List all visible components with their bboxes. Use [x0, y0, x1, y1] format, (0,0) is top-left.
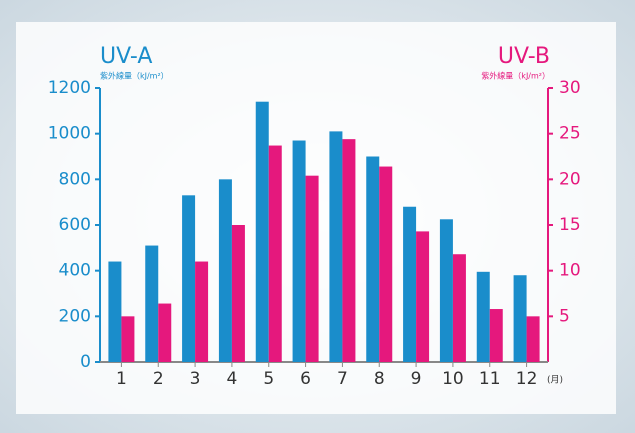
- y-tick-label: 400: [59, 261, 91, 281]
- y-tick-label: 1200: [48, 78, 91, 98]
- y2-axis-unit: 紫外線量（kJ/m²）: [481, 71, 550, 81]
- bar: [379, 166, 393, 362]
- bar: [292, 140, 306, 362]
- y-tick-label: 800: [59, 169, 91, 189]
- bar: [108, 261, 122, 362]
- bar: [489, 309, 503, 362]
- y2-tick-label: 30: [559, 78, 581, 98]
- bar: [158, 303, 172, 362]
- y-axis-unit: 紫外線量（kJ/m²）: [100, 71, 169, 81]
- bar: [195, 261, 209, 362]
- x-tick-label: 9: [411, 369, 422, 389]
- y2-tick-label: 10: [559, 261, 581, 281]
- bar: [452, 254, 466, 362]
- bar: [182, 195, 196, 362]
- x-tick-label: 4: [227, 369, 238, 389]
- bar: [255, 101, 269, 362]
- y2-tick-label: 5: [559, 306, 570, 326]
- y-tick-label: 0: [80, 352, 91, 372]
- bar: [526, 316, 540, 362]
- y-axis-title: UV-A: [100, 44, 152, 69]
- y2-axis-title: UV-B: [498, 44, 550, 69]
- bar: [329, 131, 343, 362]
- bar: [305, 175, 319, 362]
- y-tick-label: 1000: [48, 124, 91, 144]
- bar: [513, 275, 527, 362]
- bar: [366, 156, 380, 362]
- x-axis-unit: (月): [547, 375, 563, 386]
- bar: [121, 316, 135, 362]
- bar: [268, 145, 282, 362]
- x-tick-label: 10: [442, 369, 464, 389]
- bar: [403, 206, 417, 362]
- x-tick-label: 6: [300, 369, 311, 389]
- x-tick-label: 12: [516, 369, 538, 389]
- y-tick-label: 600: [59, 215, 91, 235]
- bar: [218, 179, 232, 362]
- y2-tick-label: 20: [559, 169, 581, 189]
- bar: [231, 225, 245, 362]
- y2-tick-label: 25: [559, 124, 581, 144]
- x-tick-label: 1: [116, 369, 127, 389]
- x-tick-label: 5: [263, 369, 274, 389]
- x-tick-label: 2: [153, 369, 164, 389]
- x-tick-label: 7: [337, 369, 348, 389]
- bar: [342, 139, 356, 362]
- x-tick-label: 8: [374, 369, 385, 389]
- y-tick-label: 200: [59, 306, 91, 326]
- bar: [416, 231, 430, 362]
- bar: [145, 245, 159, 362]
- bar: [439, 219, 453, 362]
- bar: [476, 271, 490, 362]
- x-tick-label: 11: [479, 369, 501, 389]
- y2-tick-label: 15: [559, 215, 581, 235]
- x-tick-label: 3: [190, 369, 201, 389]
